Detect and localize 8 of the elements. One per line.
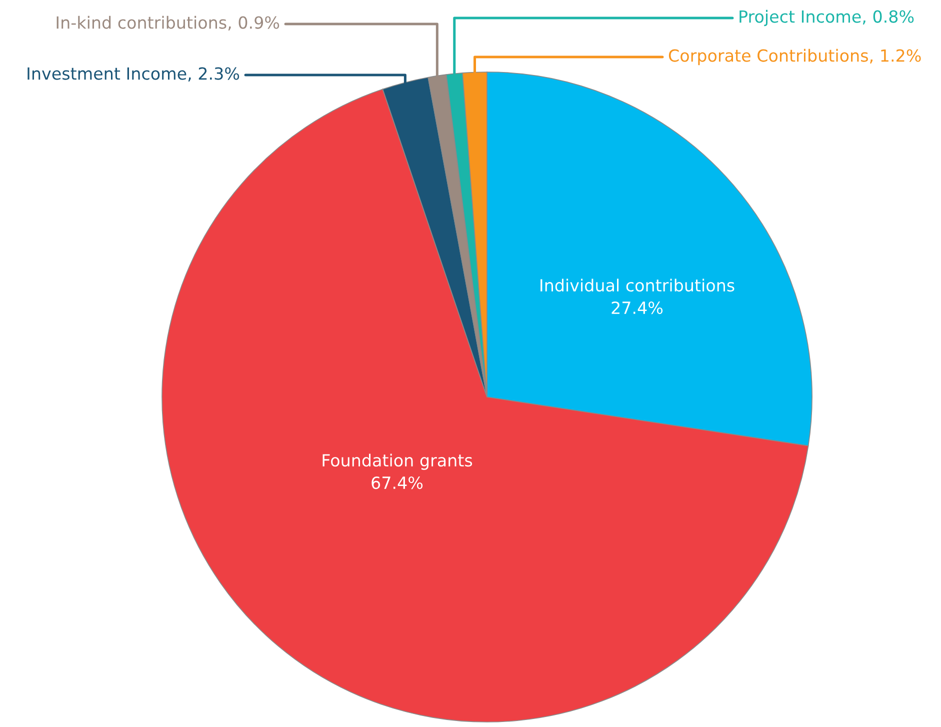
data-label: 27.4% [612, 301, 663, 314]
slice-label: Investment Income, 2.3% [28, 67, 240, 82]
slice-label: Individual contributions [540, 278, 734, 292]
slice-label: Corporate Contributions, 1.2% [668, 48, 921, 66]
slice-label: Foundation grants [322, 454, 472, 470]
data-label: 67.4% [372, 476, 423, 490]
slice-label: In-kind contributions, 0.9% [56, 16, 280, 31]
slice-label: Project Income, 0.8% [740, 10, 914, 26]
